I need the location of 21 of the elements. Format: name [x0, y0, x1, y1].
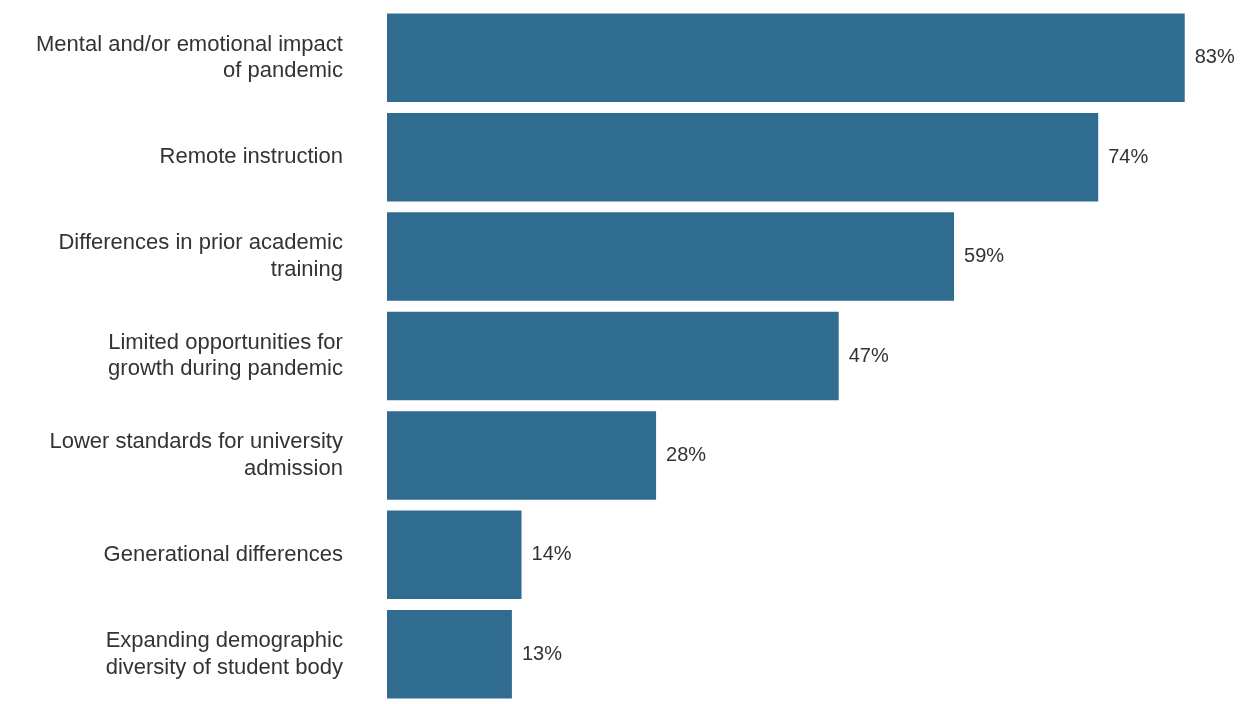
y-tick-label: Remote instruction [159, 143, 343, 169]
y-tick-label: Mental and/or emotional impact of pandemic [36, 30, 343, 82]
bar [386, 411, 657, 500]
y-tick-label: Expanding demographic diversity of student body [105, 627, 343, 679]
data-label: 59% [964, 244, 1005, 267]
bar [386, 13, 1185, 102]
data-label: 13% [521, 641, 563, 664]
bar [386, 212, 955, 301]
y-tick-label: Limited opportunities for growth during pandemic [108, 328, 343, 381]
data-label: 28% [666, 442, 707, 465]
bar [386, 610, 512, 699]
data-label: 83% [1194, 45, 1235, 68]
bar [386, 510, 522, 600]
data-label: 47% [848, 343, 889, 366]
y-tick-label: Differences in prior academic training [58, 229, 343, 281]
y-tick-label: Lower standards for university admission [49, 428, 343, 480]
data-label: 14% [531, 542, 572, 565]
bar [386, 112, 1099, 202]
data-label: 74% [1108, 144, 1149, 167]
y-tick-label: Generational differences [103, 540, 343, 566]
bar [386, 311, 839, 401]
